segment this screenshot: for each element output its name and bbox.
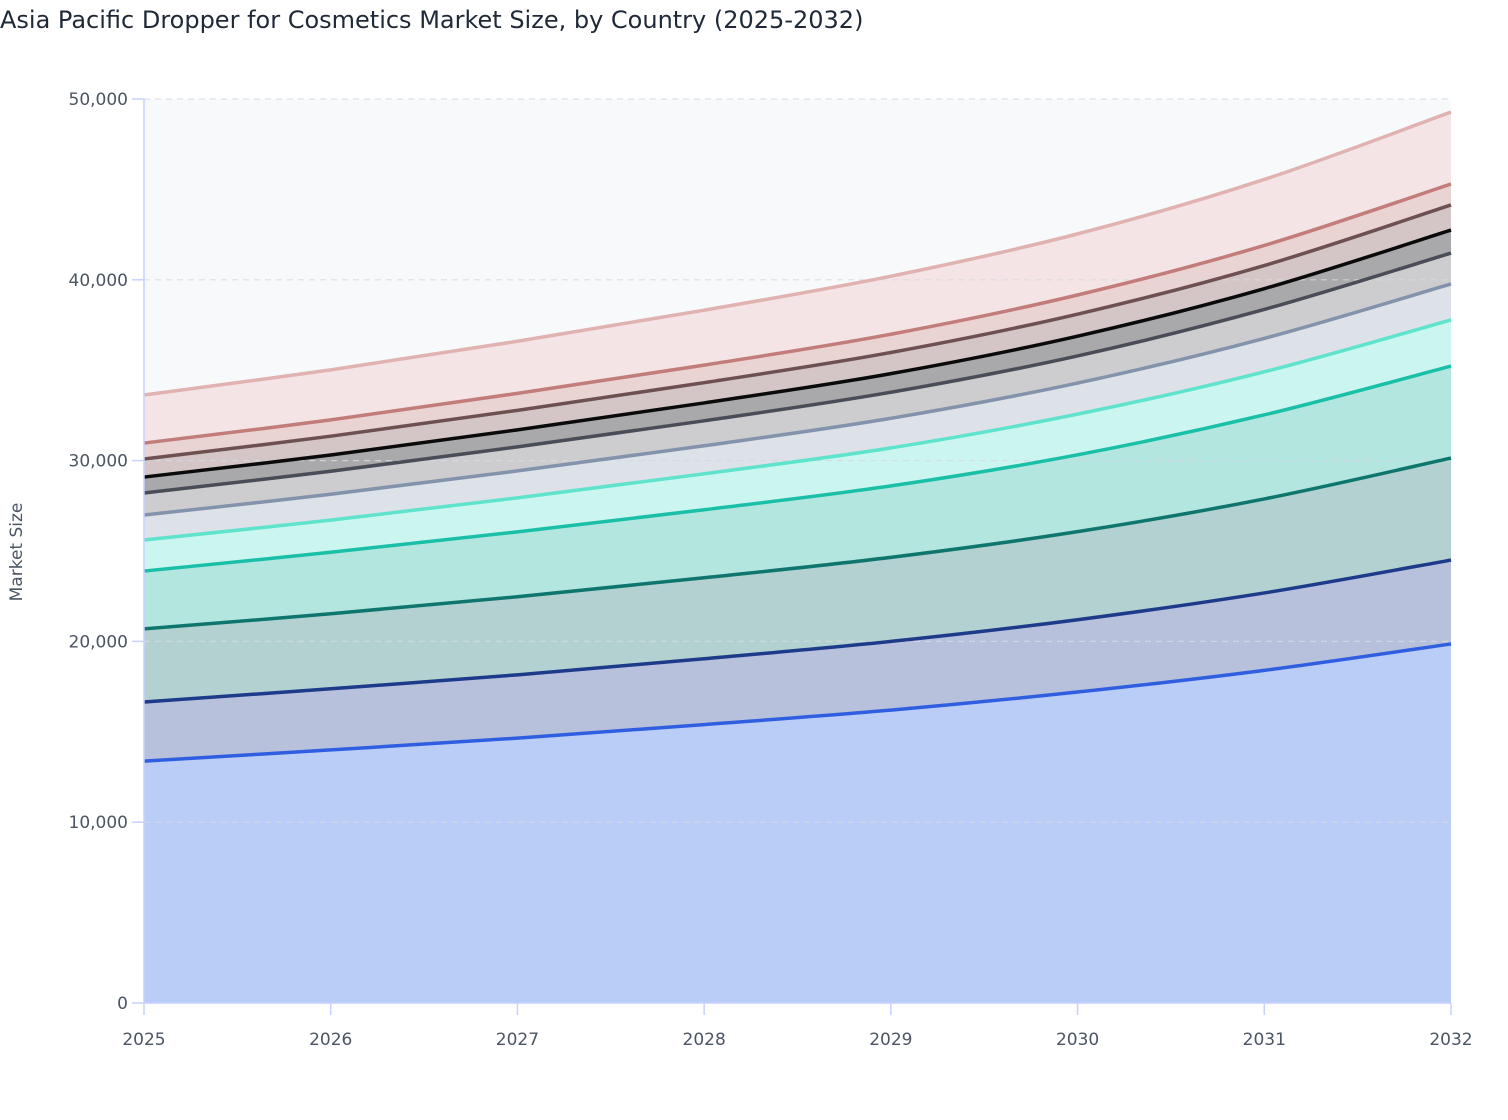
y-tick-label: 10,000 [69, 813, 128, 833]
line-series-8 [143, 228, 1452, 479]
area-series-8 [144, 230, 1451, 493]
series-areas [144, 112, 1451, 1003]
x-tick-label: 2031 [1243, 1030, 1286, 1050]
axes: 0 10,000 20,000 30,000 40,000 50,000 2025 2026 2… [69, 90, 1473, 1050]
line-series-9 [143, 203, 1452, 461]
x-tick-label: 2032 [1429, 1030, 1472, 1050]
y-tick-label: 0 [117, 994, 128, 1014]
line-series-4 [143, 364, 1452, 573]
area-series-2 [144, 560, 1451, 762]
line-series-5 [143, 318, 1452, 542]
chart-title: Asia Pacific Dropper for Cosmetics Marke… [0, 6, 863, 34]
area-series-3 [144, 458, 1451, 702]
line-series-6 [143, 282, 1452, 517]
x-tick-label: 2027 [496, 1030, 539, 1050]
line-series-3 [143, 456, 1452, 631]
area-series-7 [144, 253, 1451, 516]
x-tick-label: 2030 [1056, 1030, 1099, 1050]
series-lines [143, 110, 1452, 763]
y-axis-label: Market Size [7, 503, 27, 602]
y-tick-label: 20,000 [69, 632, 128, 652]
x-tick-label: 2026 [309, 1030, 352, 1050]
area-series-9 [144, 204, 1451, 478]
x-tick-label: 2025 [122, 1030, 165, 1050]
x-tick-label: 2028 [683, 1030, 726, 1050]
area-series-11 [144, 112, 1451, 444]
area-series-10 [144, 183, 1451, 459]
line-series-2 [143, 558, 1452, 704]
y-tick-label: 40,000 [69, 271, 128, 291]
x-tick-label: 2029 [869, 1030, 912, 1050]
y-tick-label: 50,000 [69, 90, 128, 110]
area-series-4 [144, 366, 1451, 629]
area-series-5 [144, 319, 1451, 572]
line-series-10 [143, 182, 1452, 445]
area-series-1 [144, 643, 1451, 1003]
line-series-1 [143, 642, 1452, 763]
area-series-6 [144, 283, 1451, 540]
line-series-11 [143, 110, 1452, 397]
line-series-7 [143, 251, 1452, 495]
y-tick-label: 30,000 [69, 452, 128, 472]
